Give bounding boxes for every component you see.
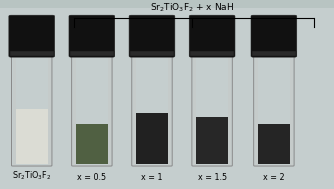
- Bar: [136, 113, 168, 164]
- Bar: [12, 53, 16, 166]
- Text: x = 2: x = 2: [263, 173, 285, 182]
- Text: x = 0.5: x = 0.5: [77, 173, 107, 182]
- Text: x = 1: x = 1: [141, 173, 163, 182]
- Bar: [76, 53, 108, 166]
- Bar: [76, 124, 108, 164]
- Bar: [73, 53, 76, 166]
- Text: Sr$_2$TiO$_3$F$_2$: Sr$_2$TiO$_3$F$_2$: [12, 169, 51, 182]
- Bar: [168, 53, 171, 166]
- Text: Sr$_2$TiO$_3$F$_2$ + x NaH: Sr$_2$TiO$_3$F$_2$ + x NaH: [150, 1, 234, 14]
- Bar: [258, 53, 290, 166]
- Bar: [136, 53, 168, 166]
- Bar: [193, 53, 196, 166]
- Bar: [255, 53, 258, 166]
- Bar: [290, 53, 293, 166]
- FancyBboxPatch shape: [189, 15, 235, 57]
- FancyBboxPatch shape: [9, 15, 55, 57]
- Bar: [130, 51, 174, 56]
- Bar: [10, 51, 53, 56]
- Bar: [196, 53, 228, 166]
- Bar: [196, 117, 228, 164]
- Bar: [252, 51, 296, 56]
- Bar: [133, 53, 136, 166]
- Bar: [70, 51, 114, 56]
- FancyBboxPatch shape: [251, 15, 297, 57]
- FancyBboxPatch shape: [129, 15, 175, 57]
- Bar: [16, 109, 48, 164]
- Bar: [190, 51, 234, 56]
- Bar: [228, 53, 231, 166]
- Bar: [16, 53, 48, 166]
- FancyBboxPatch shape: [69, 15, 115, 57]
- Bar: [48, 53, 51, 166]
- Text: x = 1.5: x = 1.5: [197, 173, 227, 182]
- Bar: [108, 53, 111, 166]
- Bar: [258, 124, 290, 164]
